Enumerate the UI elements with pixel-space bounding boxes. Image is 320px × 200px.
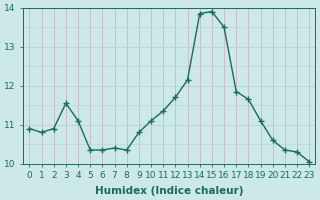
X-axis label: Humidex (Indice chaleur): Humidex (Indice chaleur) [95, 186, 244, 196]
